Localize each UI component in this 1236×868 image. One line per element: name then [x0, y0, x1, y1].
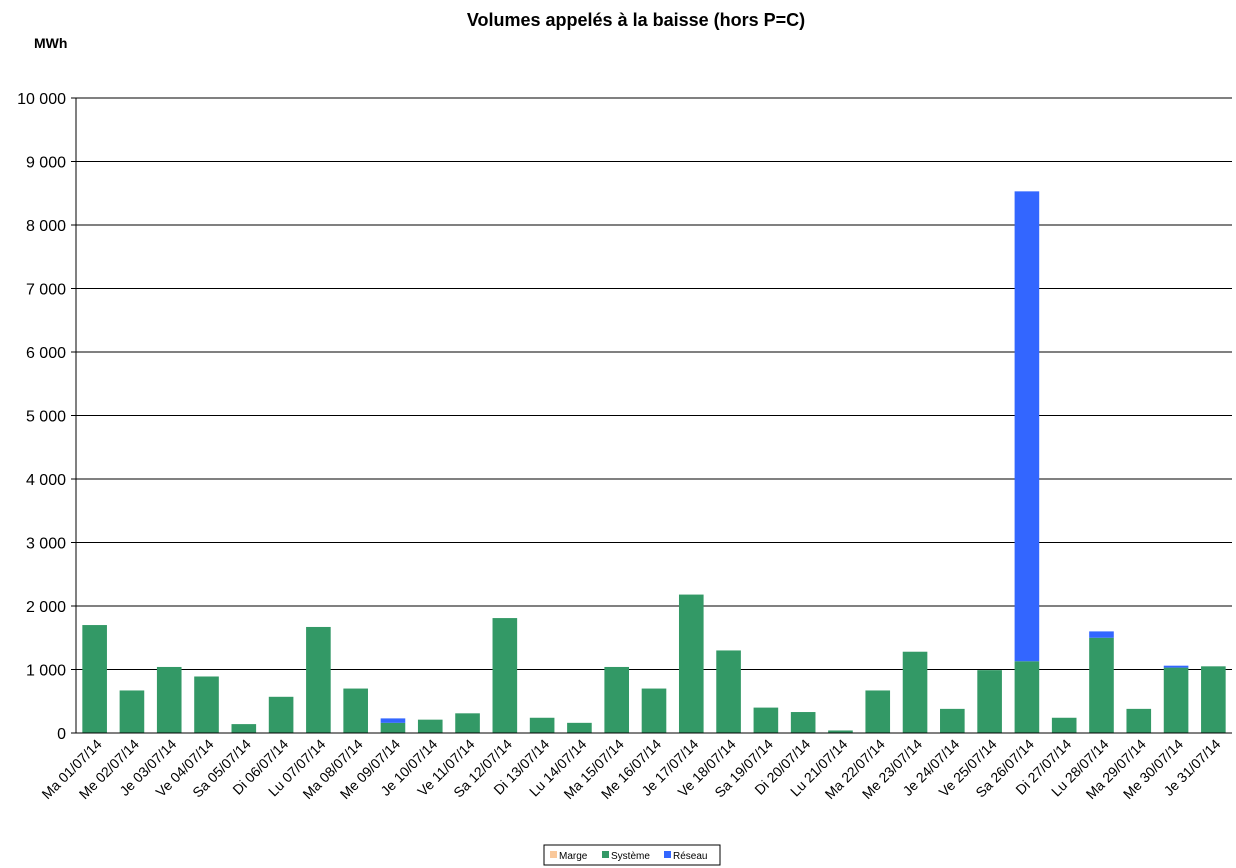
bar-syst-me [119, 690, 145, 733]
legend-swatch [664, 851, 671, 858]
bar-syst-me [641, 688, 667, 733]
legend-box [543, 844, 721, 866]
bar-r-seau [1163, 665, 1189, 668]
bar-syst-me [1014, 661, 1040, 733]
bar-syst-me [790, 712, 816, 733]
legend-swatch [602, 851, 609, 858]
bar-syst-me [306, 626, 331, 733]
bar-syst-me [716, 650, 741, 733]
legend-label: Système [611, 851, 650, 862]
bar-syst-me [1051, 717, 1077, 733]
bar-syst-me [194, 676, 219, 733]
bar-syst-me [343, 688, 368, 733]
y-tick-label: 3 000 [26, 536, 66, 553]
bar-r-seau [1014, 191, 1040, 662]
legend-label: Marge [559, 851, 588, 862]
bar-syst-me [82, 625, 107, 733]
bar-syst-me [567, 722, 592, 733]
bar-syst-me [268, 696, 294, 733]
legend: Marge Système Réseau [543, 844, 721, 866]
bar-syst-me [1089, 637, 1114, 733]
gridlines [76, 97, 1232, 670]
bar-syst-me [529, 717, 555, 733]
bar-syst-me [1163, 667, 1189, 733]
bar-syst-me [940, 708, 965, 733]
bar-syst-me [604, 666, 630, 733]
bar-syst-me [753, 707, 779, 733]
y-tick-label: 1 000 [26, 663, 66, 680]
y-tick-label: 7 000 [26, 282, 66, 299]
y-tick-label: 0 [57, 726, 66, 743]
bar-r-seau [1089, 631, 1114, 638]
chart-title: Volumes appelés à la baisse (hors P=C) [467, 10, 805, 30]
bar-syst-me [977, 670, 1002, 733]
y-tick-label: 6 000 [26, 345, 66, 362]
legend-swatch [550, 851, 557, 858]
bar-syst-me [231, 724, 257, 733]
axes [75, 98, 1232, 734]
bar-syst-me [492, 618, 518, 733]
bar-syst-me [902, 651, 928, 733]
bar-syst-me [1201, 666, 1226, 733]
y-tick-label: 2 000 [26, 599, 66, 616]
y-tick-label: 8 000 [26, 218, 66, 235]
bar-syst-me [156, 666, 182, 733]
y-tick-label: 9 000 [26, 155, 66, 172]
legend-label: Réseau [673, 851, 707, 862]
bar-syst-me [380, 722, 406, 733]
bar-syst-me [455, 713, 480, 733]
y-tick-label: 4 000 [26, 472, 66, 489]
bar-syst-me [1126, 708, 1152, 733]
bars [82, 191, 1226, 733]
y-tick-label: 5 000 [26, 409, 66, 426]
bar-syst-me [865, 690, 891, 733]
bar-syst-me [417, 719, 443, 733]
y-axis-ticks: 0 1 000 2 000 3 000 4 000 5 000 6 000 7 000 8 00… [17, 91, 76, 743]
bar-syst-me [828, 730, 853, 733]
bar-syst-me [678, 594, 704, 733]
y-axis-unit-label: MWh [34, 35, 67, 51]
y-tick-label: 10 000 [17, 91, 66, 108]
bar-r-seau [380, 718, 406, 723]
